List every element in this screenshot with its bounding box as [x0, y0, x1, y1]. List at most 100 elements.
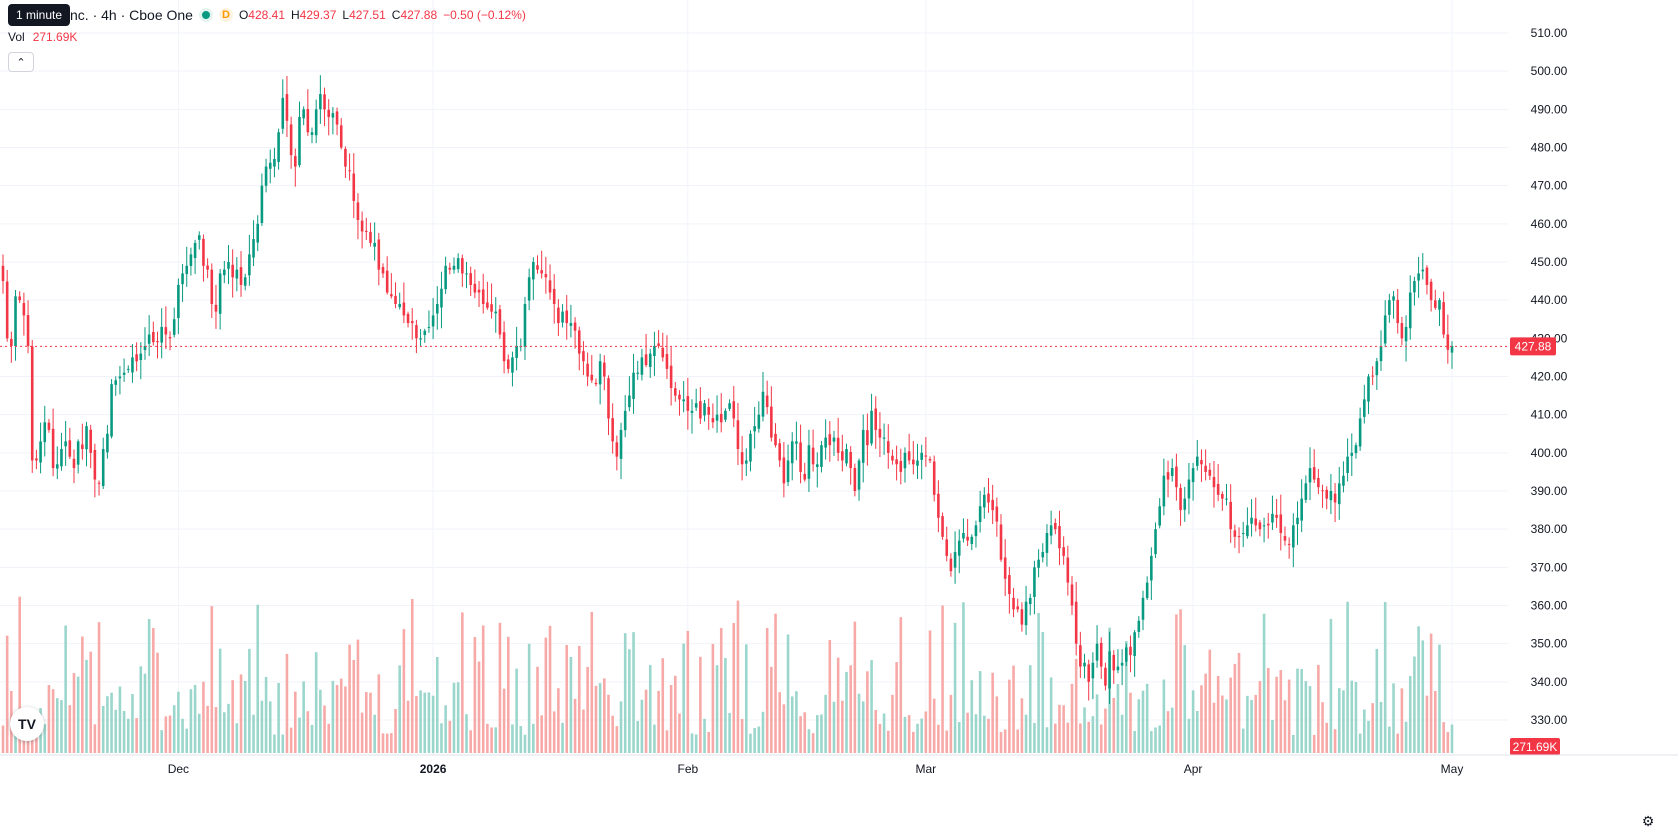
candle-body [1221, 494, 1224, 499]
candle-body [932, 461, 936, 495]
symbol-title[interactable]: nc. · 4h · Cboe One [70, 7, 193, 23]
volume-bar [118, 686, 122, 753]
candle-body [89, 429, 92, 453]
x-tick-label: Feb [677, 762, 698, 776]
delayed-badge[interactable]: D [218, 8, 233, 22]
gear-icon[interactable]: ⚙ [1641, 812, 1655, 829]
candle-body [836, 437, 840, 453]
volume-bar [143, 673, 147, 753]
candle-body [1074, 601, 1078, 644]
candle-body [874, 408, 878, 430]
volume-bar [953, 622, 957, 753]
candle-body [1404, 326, 1408, 342]
volume-bar [1425, 695, 1429, 753]
volume-bar [1329, 618, 1333, 753]
y-tick-label: 350.00 [1531, 637, 1568, 651]
candle-body [582, 351, 585, 362]
candle-body [1150, 555, 1153, 581]
candle-body [607, 378, 610, 419]
candle-body [824, 437, 827, 448]
volume-bar [126, 718, 130, 753]
candle-body [185, 265, 189, 275]
volume-bar [882, 713, 886, 753]
volume-bar [223, 712, 226, 753]
volume-bar [398, 665, 401, 753]
candle-body [1413, 281, 1416, 293]
candle-body [573, 322, 577, 331]
volume-bar [740, 719, 744, 753]
candle-body [916, 460, 919, 466]
volume-bar [444, 705, 447, 753]
candle-body [1024, 601, 1028, 626]
volume-bar [1191, 690, 1195, 753]
candle-body [1108, 651, 1111, 689]
volume-bar [377, 674, 381, 753]
candle-body [373, 242, 376, 247]
candle-body [628, 395, 631, 408]
candle-body [1187, 479, 1191, 499]
volume-bar [152, 628, 155, 753]
candle-body [1183, 498, 1187, 510]
volume-bar [841, 700, 844, 753]
volume-bar [532, 723, 535, 753]
candle-body [623, 410, 627, 431]
volume-bar [577, 645, 581, 753]
volume-bar [715, 665, 719, 753]
candle-body [1308, 468, 1312, 483]
candle-body [594, 382, 598, 385]
tradingview-logo[interactable]: TV [10, 707, 44, 741]
candle-body [385, 270, 389, 293]
volume-bar [210, 606, 214, 753]
chevron-up-icon: ⌃ [16, 56, 26, 69]
candle-body [999, 524, 1003, 560]
volume-bar [1087, 721, 1091, 753]
volume-bar [110, 692, 113, 753]
candle-body [878, 428, 882, 438]
candle-body [448, 267, 452, 270]
volume-bar [1112, 697, 1116, 753]
volume-bar [1116, 683, 1120, 753]
x-tick-label: Mar [916, 762, 937, 776]
volume-bar [803, 712, 807, 753]
volume-bar [101, 705, 105, 753]
candle-body [1388, 300, 1391, 315]
candle-body [1450, 345, 1454, 353]
candle-body [1425, 267, 1429, 285]
volume-bar [682, 643, 685, 753]
candle-body [1250, 517, 1253, 524]
volume-bar [139, 666, 143, 753]
candle-body [811, 447, 815, 465]
candle-body [139, 353, 143, 360]
candle-body [310, 132, 314, 135]
volume-bar [1003, 729, 1007, 753]
volume-bar [1033, 722, 1036, 753]
x-tick-label: Dec [168, 762, 189, 776]
volume-bar [665, 730, 669, 753]
volume-bar [1367, 720, 1370, 753]
collapse-legend-button[interactable]: ⌃ [8, 52, 34, 72]
candle-body [1141, 597, 1145, 620]
candle-body [565, 310, 569, 324]
candle-body [260, 185, 264, 223]
volume-bar [506, 636, 510, 753]
candle-body [394, 295, 397, 304]
volume-bar [899, 617, 903, 753]
candle-body [674, 388, 677, 396]
candle-body [277, 132, 280, 163]
candle-body [544, 274, 548, 278]
volume-bar [1195, 710, 1199, 753]
volume-bar [502, 688, 506, 753]
candle-body [728, 403, 731, 409]
candle-body [1283, 536, 1287, 541]
candle-body [782, 457, 786, 484]
x-tick-label: Apr [1184, 762, 1203, 776]
volume-bar [473, 637, 477, 753]
last-price-label: 427.88 [1515, 339, 1552, 353]
volume-bar [1037, 613, 1040, 753]
candle-body [465, 273, 468, 275]
volume-bar [1083, 707, 1086, 753]
volume-bar [653, 724, 656, 753]
candle-body [1095, 643, 1099, 661]
